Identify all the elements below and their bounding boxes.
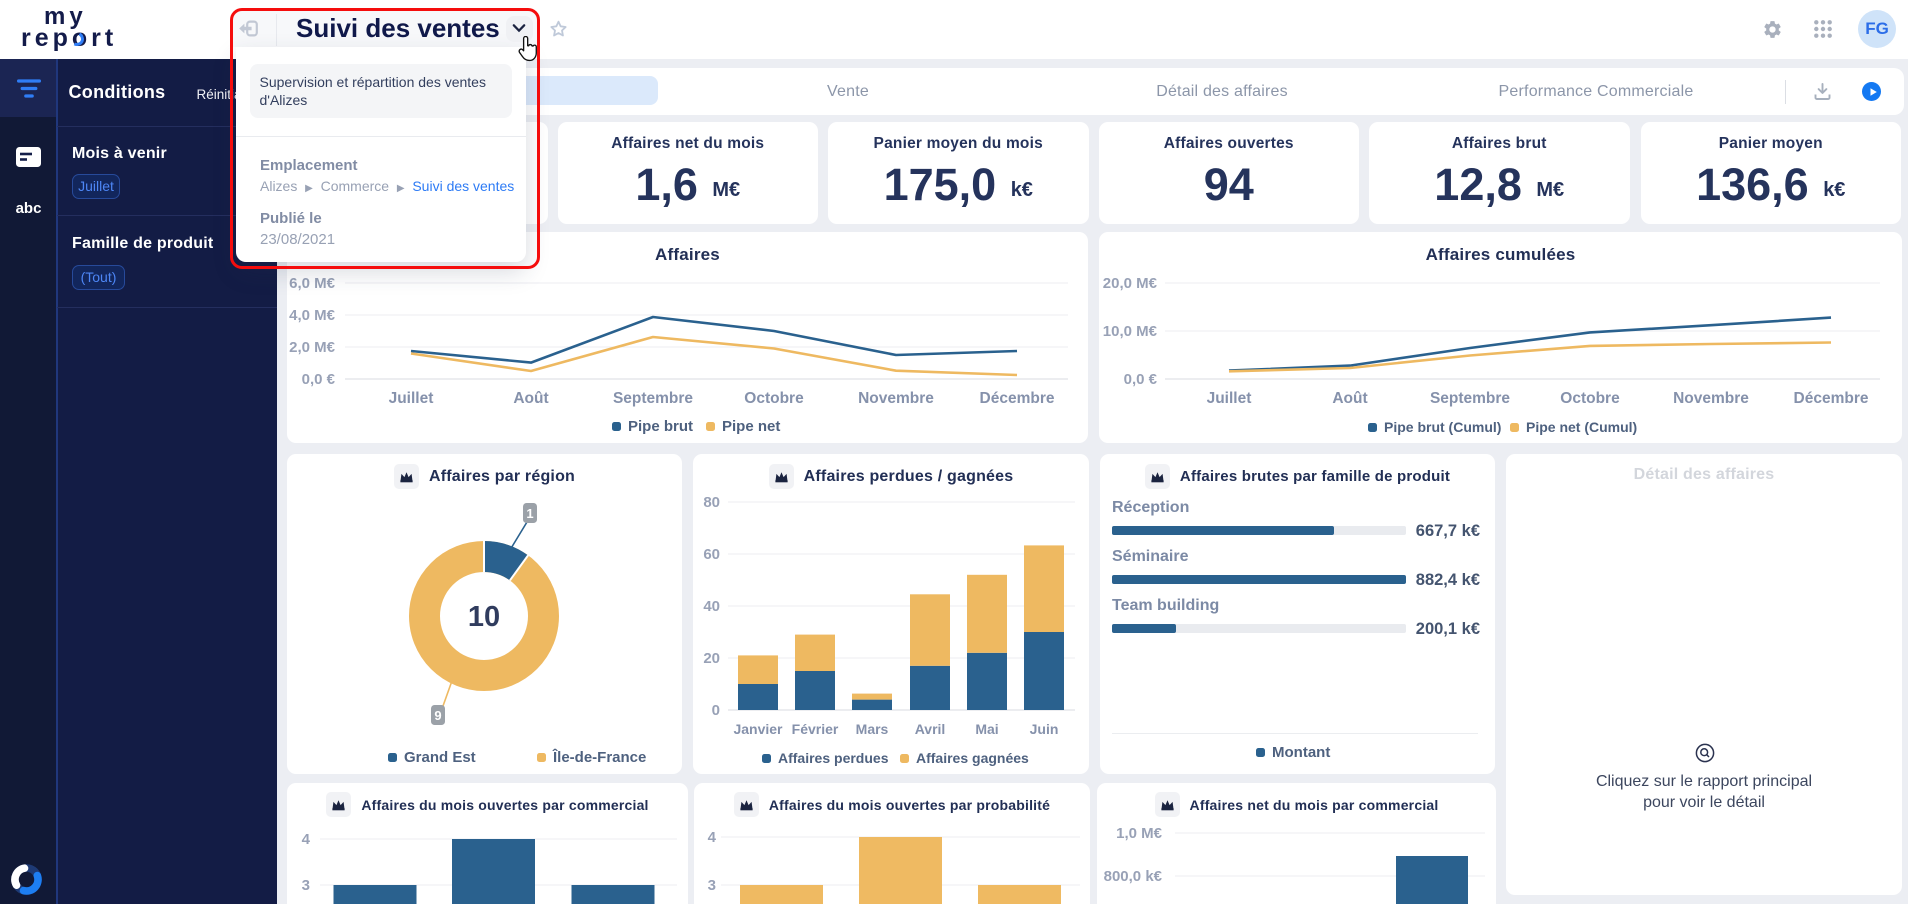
svg-text:10: 10 [468, 601, 500, 633]
svg-text:1: 1 [526, 506, 533, 521]
svg-text:9: 9 [434, 708, 441, 723]
